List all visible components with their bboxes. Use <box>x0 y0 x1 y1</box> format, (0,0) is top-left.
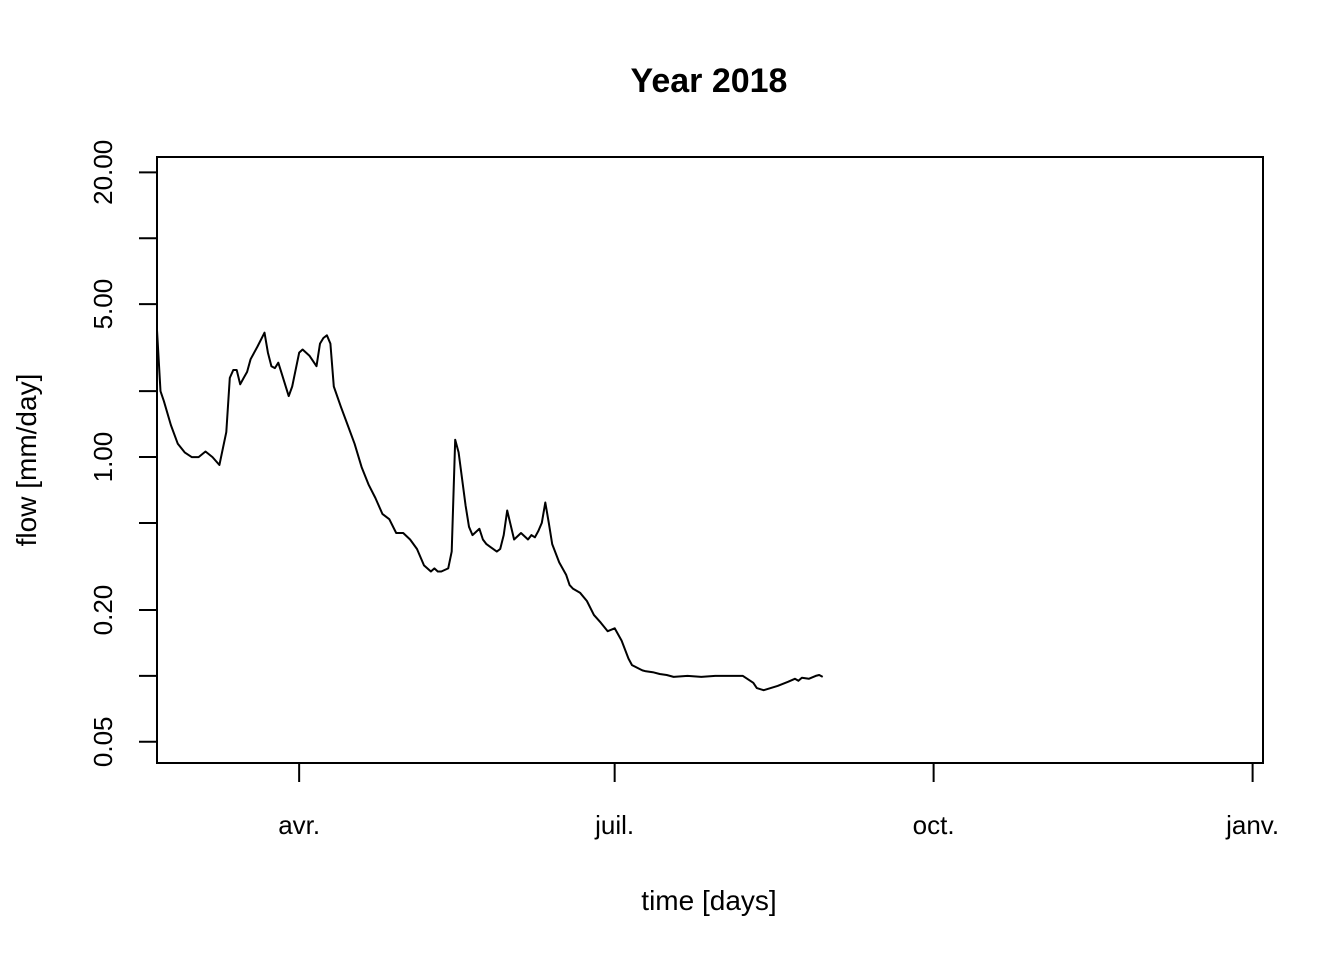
series-layer <box>156 330 824 692</box>
x-tick-label-0: avr. <box>278 810 320 840</box>
x-axis: avr. juil. oct. janv. <box>278 763 1279 840</box>
y-tick-label-0: 20.00 <box>88 140 118 205</box>
y-tick-label-4: 1.00 <box>88 432 118 483</box>
y-axis-label: flow [mm/day] <box>11 374 42 547</box>
x-tick-label-2: oct. <box>913 810 955 840</box>
y-tick-label-2: 5.00 <box>88 279 118 330</box>
x-axis-label: time [days] <box>641 885 776 916</box>
flow-series-line-0 <box>156 330 824 692</box>
plot-area-frame <box>156 156 1264 764</box>
y-tick-label-6: 0.20 <box>88 585 118 636</box>
x-tick-label-3: janv. <box>1225 810 1279 840</box>
x-tick-label-1: juil. <box>594 810 634 840</box>
y-tick-label-8: 0.05 <box>88 716 118 767</box>
chart-title: Year 2018 <box>631 62 788 100</box>
y-axis: 20.00 5.00 1.00 0.20 0.05 <box>88 140 157 767</box>
